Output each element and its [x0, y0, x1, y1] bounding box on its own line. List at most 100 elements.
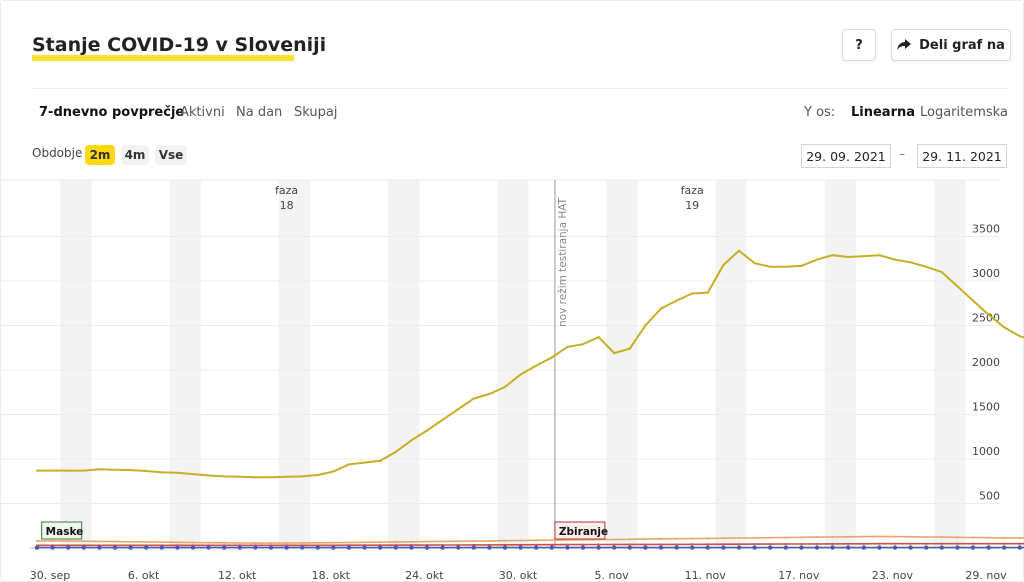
data-point: [877, 545, 882, 550]
data-point: [410, 540, 413, 543]
data-point: [861, 545, 866, 550]
data-point: [971, 536, 975, 539]
data-point: [457, 408, 460, 411]
period-4m[interactable]: 4m: [121, 145, 149, 165]
data-point: [441, 418, 444, 421]
data-point: [908, 545, 913, 550]
help-button[interactable]: ?: [842, 29, 876, 61]
data-point: [769, 542, 772, 546]
tab-total[interactable]: Skupaj: [294, 105, 338, 120]
tab-7day-average[interactable]: 7-dnevno povprečje: [36, 105, 187, 125]
data-point: [98, 468, 101, 471]
data-point: [971, 299, 975, 302]
data-point: [1003, 326, 1006, 329]
y-tick-label: 3500: [972, 223, 1000, 236]
data-point: [956, 542, 959, 545]
weekend-band: [606, 180, 638, 548]
data-point: [769, 265, 772, 268]
data-point: [128, 545, 133, 550]
y-tick-label: 2500: [972, 312, 1000, 325]
y-axis-label: Y os:: [804, 105, 836, 120]
data-point: [737, 536, 741, 540]
data-point: [627, 545, 632, 550]
data-point: [831, 535, 834, 539]
data-point: [284, 545, 289, 550]
data-point: [50, 545, 55, 550]
data-point: [737, 543, 741, 546]
y-axis-logarithmic[interactable]: Logaritemska: [920, 105, 1008, 120]
data-point: [394, 450, 397, 453]
data-point: [409, 545, 414, 550]
data-point: [878, 535, 881, 538]
data-point: [940, 542, 943, 545]
data-point: [1018, 536, 1021, 540]
data-point: [254, 542, 257, 545]
date-separator: –: [899, 147, 905, 161]
data-point: [425, 540, 429, 543]
data-point: [394, 540, 397, 544]
data-point: [301, 541, 304, 545]
weekend-band: [497, 180, 529, 548]
data-point: [691, 543, 694, 546]
data-point: [112, 545, 118, 550]
data-point: [612, 545, 617, 550]
date-to-field[interactable]: 29. 11. 2021: [917, 144, 1007, 168]
data-point: [753, 536, 756, 539]
data-point: [269, 542, 273, 545]
y-tick-label: 500: [979, 490, 1000, 503]
tab-active[interactable]: Aktivni: [180, 105, 225, 120]
data-point: [472, 397, 475, 400]
annotation-box: [41, 521, 83, 540]
data-point: [814, 545, 820, 550]
y-axis-linear[interactable]: Linearna: [848, 105, 918, 125]
data-point: [893, 535, 897, 538]
annotation-label: Maske: [46, 526, 84, 538]
tab-per-day[interactable]: Na dan: [236, 105, 283, 120]
data-point: [924, 545, 929, 550]
data-point: [441, 540, 444, 543]
date-from-field[interactable]: 29. 09. 2021: [801, 144, 891, 168]
data-point: [752, 545, 757, 550]
data-point: [410, 439, 413, 442]
data-point: [628, 538, 631, 541]
data-point: [82, 540, 85, 543]
data-point: [160, 471, 163, 474]
data-point: [566, 543, 569, 546]
data-point: [315, 545, 320, 550]
data-point: [67, 469, 70, 472]
data-point: [1002, 545, 1007, 550]
data-point: [331, 545, 336, 550]
data-point: [191, 541, 195, 544]
weekend-band: [824, 180, 856, 548]
share-arrow-icon: [897, 39, 912, 50]
data-point: [535, 543, 538, 546]
data-point: [783, 545, 788, 550]
data-point: [207, 541, 210, 544]
data-point: [223, 475, 226, 478]
data-point: [768, 545, 773, 550]
data-point: [815, 258, 819, 261]
data-point: [393, 545, 398, 550]
data-point: [487, 545, 492, 550]
data-point: [721, 545, 726, 550]
data-point: [909, 261, 912, 264]
data-point: [675, 543, 678, 546]
data-point: [456, 545, 461, 550]
data-point: [34, 545, 40, 550]
data-point: [98, 540, 101, 543]
data-point: [613, 538, 616, 541]
data-point: [346, 545, 352, 550]
data-point: [909, 535, 912, 538]
share-button[interactable]: Deli graf na: [891, 29, 1011, 61]
period-2m[interactable]: 2m: [85, 145, 115, 165]
data-point: [269, 476, 273, 479]
data-point: [847, 542, 850, 545]
data-point: [550, 356, 553, 359]
data-point: [176, 541, 179, 544]
data-point: [129, 540, 132, 543]
data-point: [332, 541, 335, 544]
data-point: [1018, 542, 1021, 545]
data-point: [830, 545, 835, 550]
period-all[interactable]: Vse: [155, 145, 187, 165]
weekend-band: [388, 180, 420, 548]
